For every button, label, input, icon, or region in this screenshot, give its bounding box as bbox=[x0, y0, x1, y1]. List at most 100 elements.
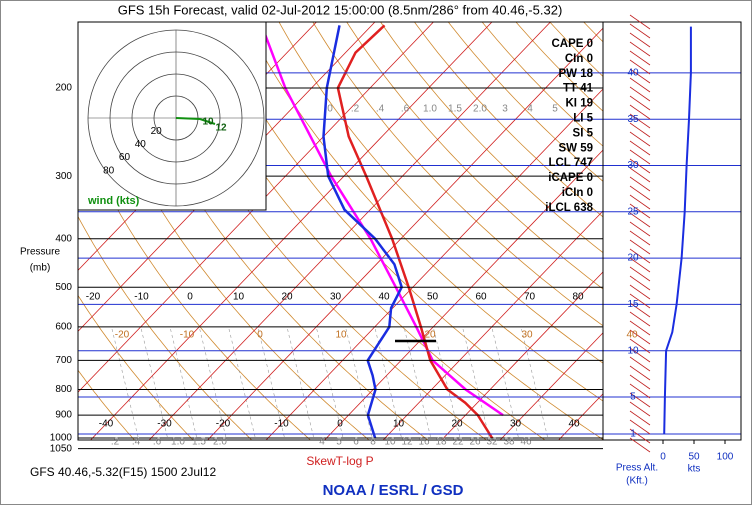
mixing-ratio-top: 0 bbox=[327, 104, 333, 115]
mixing-ratio-line bbox=[228, 326, 257, 440]
upper-labels: 20 bbox=[281, 292, 293, 303]
barb bbox=[629, 311, 651, 327]
dry-adiabat bbox=[447, 22, 603, 182]
barb bbox=[629, 77, 651, 93]
isotherm bbox=[78, 22, 434, 393]
dry-adiabat bbox=[380, 22, 603, 254]
isotherm bbox=[265, 88, 603, 440]
mixing-ratio-top: 2.0 bbox=[473, 104, 487, 115]
barb bbox=[629, 68, 651, 84]
barb bbox=[629, 275, 651, 291]
wind-frame bbox=[602, 21, 742, 441]
temperature-labels: -30 bbox=[157, 419, 172, 430]
barb bbox=[629, 167, 651, 183]
mixing-ratio-line bbox=[374, 326, 403, 440]
index-label: CAPE 0 bbox=[551, 38, 593, 50]
mixing-ratio-line bbox=[491, 326, 520, 440]
mixing-ratio-line bbox=[198, 326, 227, 440]
height-tick-label: 5 bbox=[630, 392, 636, 403]
mixing-ratio-line bbox=[111, 326, 140, 440]
mixing-ratio-bottom: 16 bbox=[418, 437, 430, 448]
mixing-ratio-bottom: 1.0 bbox=[171, 437, 185, 448]
y-tick-label: 200 bbox=[55, 83, 72, 94]
chart-title: GFS 15h Forecast, valid 02-Jul-2012 15:0… bbox=[118, 2, 563, 17]
moist-labels: 30 bbox=[521, 330, 533, 341]
barb bbox=[629, 302, 651, 318]
mixing-ratio-bottom: 1.5 bbox=[192, 437, 206, 448]
mixing-ratio-line bbox=[286, 326, 315, 440]
barb bbox=[629, 266, 651, 282]
hodograph-ring-label: 40 bbox=[135, 139, 147, 150]
barb bbox=[629, 86, 651, 102]
index-label: iCIn 0 bbox=[562, 187, 593, 199]
height-tick-label: 35 bbox=[627, 114, 639, 125]
barb bbox=[629, 356, 651, 372]
isotherm bbox=[441, 271, 603, 440]
isotherm bbox=[148, 22, 551, 440]
barb bbox=[629, 122, 651, 138]
barb bbox=[629, 419, 651, 435]
upper-labels: 70 bbox=[524, 292, 536, 303]
mixing-ratio-line bbox=[345, 326, 374, 440]
hodograph-ring-label: 20 bbox=[151, 126, 163, 137]
mixing-ratio-line bbox=[520, 326, 549, 440]
barb bbox=[629, 41, 651, 57]
index-label: CIn 0 bbox=[565, 53, 593, 65]
mixing-ratio-bottom: 5 bbox=[336, 437, 342, 448]
index-label: SI 5 bbox=[573, 127, 594, 139]
wind-axis-label: kts bbox=[688, 464, 701, 475]
barb bbox=[629, 383, 651, 399]
y-axis-label: Pressure bbox=[20, 247, 60, 258]
upper-labels: 10 bbox=[233, 292, 245, 303]
wind-tick-label: 100 bbox=[717, 452, 734, 463]
isotherm bbox=[90, 22, 493, 440]
wind-tick-label: 50 bbox=[688, 452, 700, 463]
barb bbox=[629, 59, 651, 75]
mixing-ratio-bottom: 46 bbox=[520, 437, 532, 448]
height-tick-label: 25 bbox=[627, 206, 639, 217]
barb bbox=[629, 284, 651, 300]
mixing-ratio-top: 5 bbox=[552, 104, 558, 115]
index-label: LI 5 bbox=[573, 113, 593, 125]
barb bbox=[629, 239, 651, 255]
mixing-ratio-bottom: 38 bbox=[503, 437, 515, 448]
barb bbox=[629, 194, 651, 210]
isotherm bbox=[324, 149, 603, 440]
wind-tick-label: 0 bbox=[660, 452, 666, 463]
mixing-ratio-line bbox=[315, 326, 344, 440]
diagram-label: SkewT-log P bbox=[306, 454, 373, 468]
y-tick-label: 900 bbox=[55, 410, 72, 421]
mixing-ratio-bottom: 26 bbox=[469, 437, 481, 448]
y-tick-label: 700 bbox=[55, 355, 72, 366]
mixing-ratio-bottom: 12 bbox=[401, 437, 413, 448]
height-tick-label: 20 bbox=[627, 253, 639, 264]
y-tick-label: 400 bbox=[55, 233, 72, 244]
temperature-labels: -10 bbox=[274, 419, 289, 430]
index-label: iLCL 638 bbox=[545, 202, 593, 214]
height-tick-label: 30 bbox=[627, 160, 639, 171]
moist-labels: -20 bbox=[115, 330, 130, 341]
height-tick-label: 10 bbox=[627, 345, 639, 356]
mixing-ratio-top: .2 bbox=[351, 104, 360, 115]
barb bbox=[629, 50, 651, 66]
mixing-ratio-bottom: 10 bbox=[384, 437, 396, 448]
hodograph-label: wind (kts) bbox=[87, 195, 140, 207]
moist-labels: 0 bbox=[257, 330, 263, 341]
barb bbox=[629, 212, 651, 228]
index-label: PW 18 bbox=[558, 68, 593, 80]
barb bbox=[629, 437, 651, 453]
mixing-ratio-bottom: 32 bbox=[486, 437, 498, 448]
height-axis-label: (Kft.) bbox=[626, 476, 648, 487]
mixing-ratio-bottom: 2.0 bbox=[213, 437, 227, 448]
hodograph-point-label: 12 bbox=[215, 123, 227, 134]
upper-labels: 50 bbox=[427, 292, 439, 303]
mixing-ratio-bottom: .2 bbox=[111, 437, 120, 448]
hodograph-trace bbox=[175, 117, 216, 125]
isotherm bbox=[382, 210, 603, 440]
mixing-ratio-top: .4 bbox=[376, 104, 385, 115]
dry-adiabat bbox=[413, 22, 603, 218]
temperature-labels: 40 bbox=[568, 419, 580, 430]
hodograph-ring-label: 80 bbox=[103, 165, 115, 176]
mixing-ratio-top: 1.5 bbox=[448, 104, 462, 115]
